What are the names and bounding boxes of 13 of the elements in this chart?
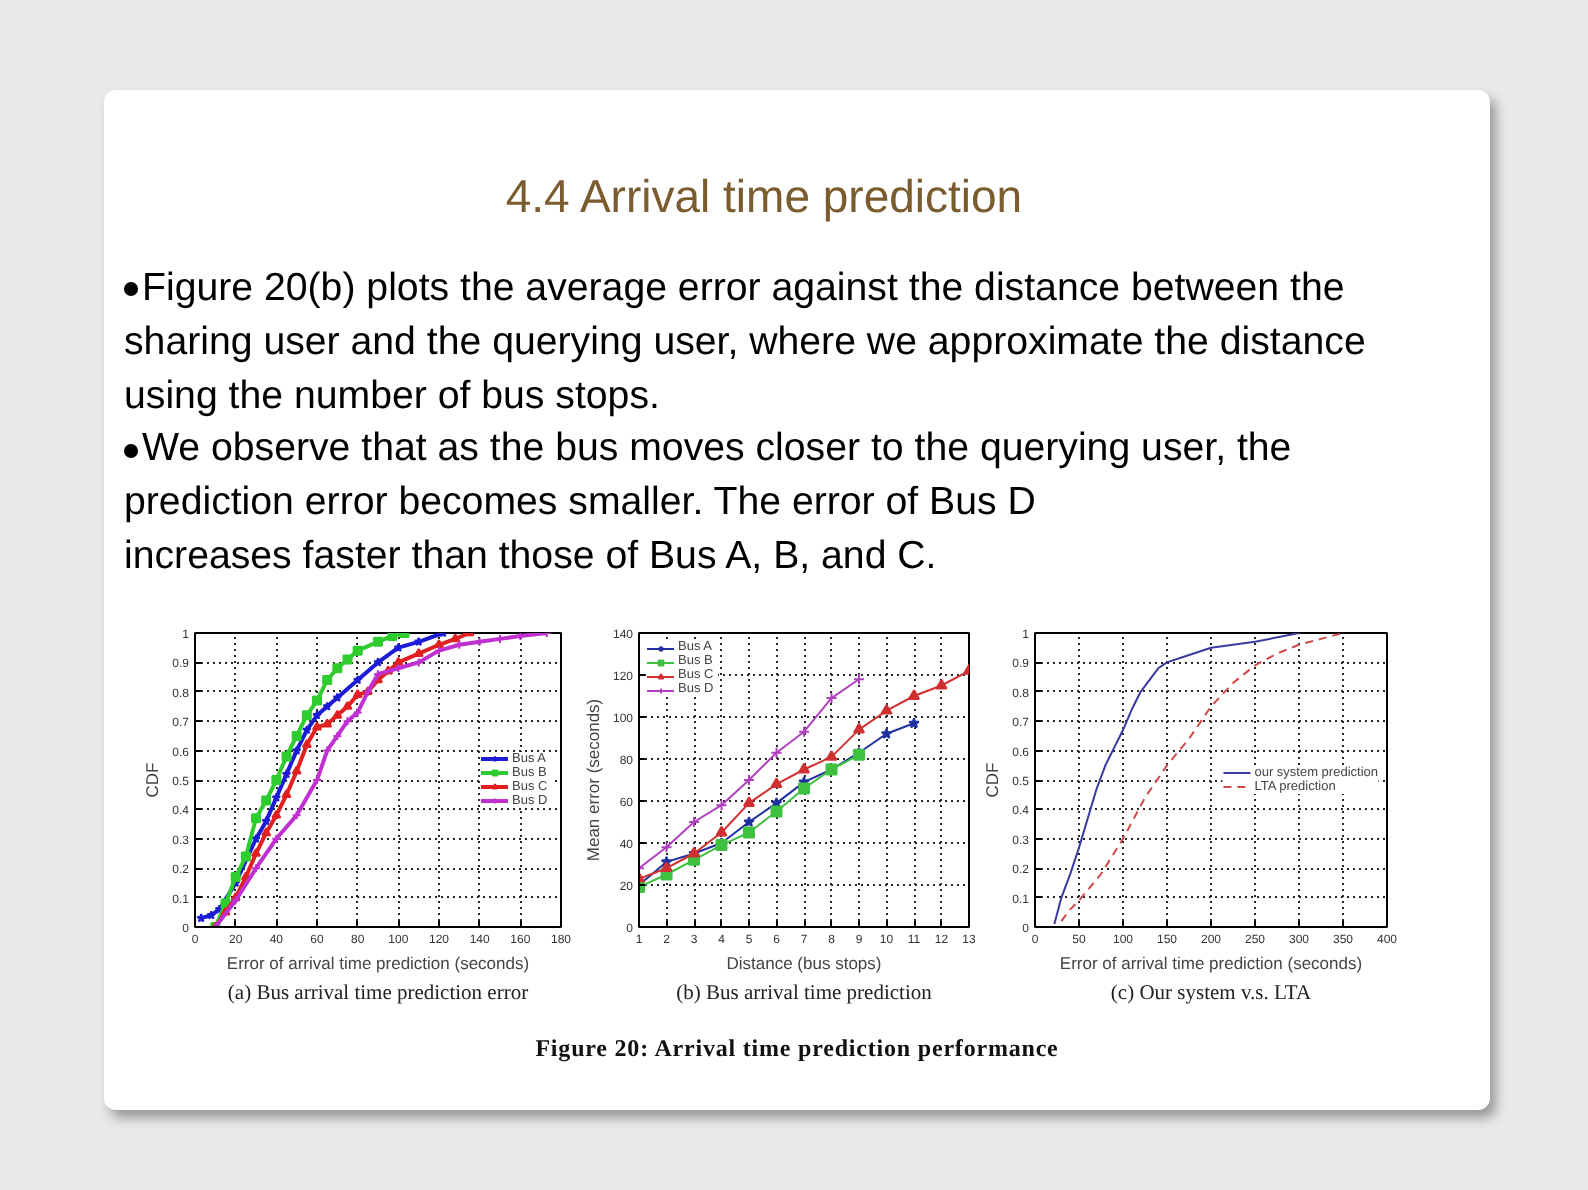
text: We observe that as the bus moves closer to the querying user, the prediction error becomes smaller. The error of Bus D increases faster than those of Bus A, B, and C. [124, 424, 1294, 582]
caption: Figure 20(b) plots the average error against the distance between the sharing user and the querying user, where we approximate the distance using the number of bus stops. [124, 264, 1368, 422]
x-axis-title: Distance (bus stops) [726, 953, 882, 973]
caption: Figure 20: Arrival time prediction performance [533, 1032, 1061, 1066]
y-axis-title: Mean error (seconds) [582, 698, 603, 862]
y-axis-title: CDF [142, 762, 163, 798]
text: (c) Our system v.s. LTA [1110, 983, 1312, 1005]
x-axis-title: Error of arrival time prediction (seconds) [1059, 953, 1363, 973]
y-axis-title: CDF [982, 762, 1003, 798]
text: (a) Bus arrival time prediction error [227, 983, 530, 1005]
x-axis-title: Error of arrival time prediction (seconds) [226, 953, 530, 973]
text: (b) Bus arrival time prediction [676, 983, 934, 1005]
text: 4.4 Arrival time prediction [503, 168, 1025, 226]
